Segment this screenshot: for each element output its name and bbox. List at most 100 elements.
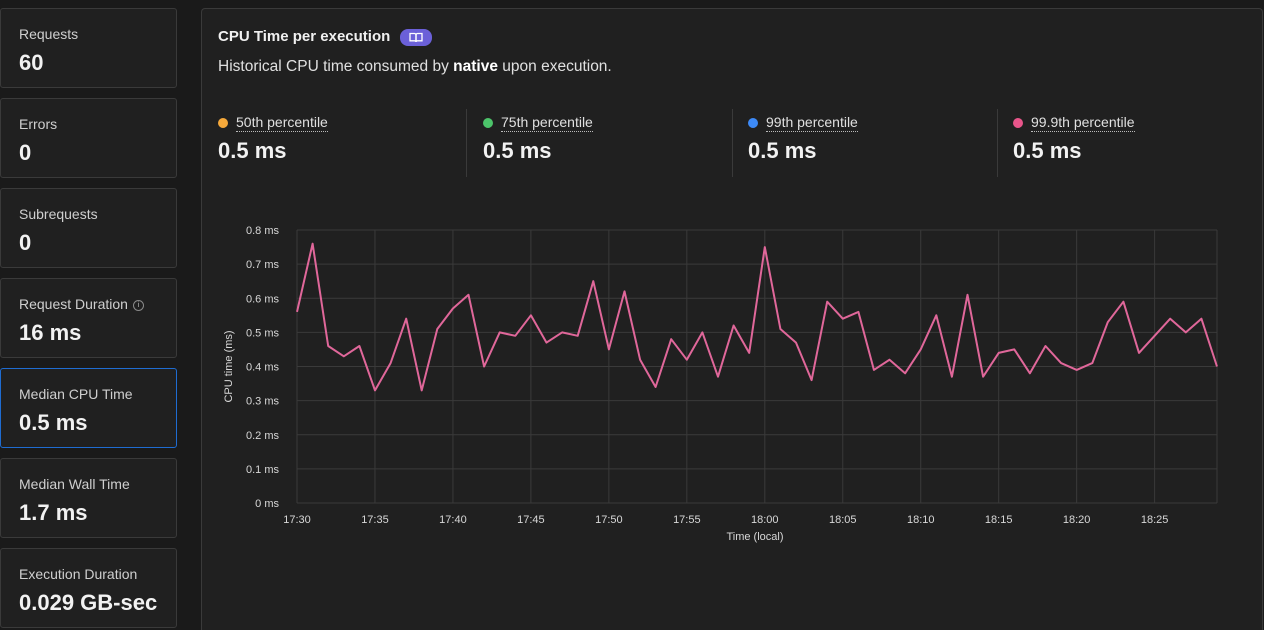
stat-value: 16 ms	[19, 320, 82, 345]
stat-card-median-cpu-time[interactable]: Median CPU Time 0.5 ms	[0, 368, 177, 448]
stat-card-request-duration[interactable]: Request Duration i 16 ms	[0, 278, 177, 358]
data-point	[404, 316, 409, 321]
y-tick-label: 0.4 ms	[246, 362, 280, 374]
y-tick-label: 0 ms	[255, 498, 279, 510]
data-point	[1215, 364, 1220, 369]
data-point	[575, 333, 580, 338]
stat-label: Median Wall Time	[19, 476, 130, 492]
percentile-value: 0.5 ms	[218, 138, 287, 163]
panel-description: Historical CPU time consumed by native u…	[218, 58, 612, 76]
legend-dot-50	[218, 118, 228, 128]
data-point	[622, 289, 627, 294]
data-point	[1059, 361, 1064, 366]
stat-card-median-wall-time[interactable]: Median Wall Time 1.7 ms	[0, 458, 177, 538]
stat-value: 0	[19, 140, 32, 165]
info-icon[interactable]: i	[132, 300, 144, 311]
data-point	[1121, 299, 1126, 304]
percentile-50: 50th percentile 0.5 ms	[218, 107, 468, 177]
data-point	[1199, 316, 1204, 321]
stat-card-execution-duration[interactable]: Execution Duration 0.029 GB-sec	[0, 548, 177, 628]
data-point	[606, 347, 611, 352]
data-point	[310, 241, 315, 246]
data-point	[762, 245, 767, 250]
data-point	[388, 361, 393, 366]
y-tick-label: 0.3 ms	[246, 396, 280, 408]
data-point	[1105, 320, 1110, 325]
panel-title: CPU Time per execution	[218, 28, 391, 45]
data-point	[435, 326, 440, 331]
x-tick-label: 17:40	[439, 514, 467, 526]
divider	[466, 109, 467, 177]
data-point	[1043, 344, 1048, 349]
data-point	[871, 367, 876, 372]
data-point	[295, 309, 300, 314]
docs-badge[interactable]	[400, 29, 432, 46]
x-tick-label: 18:05	[829, 514, 857, 526]
y-tick-label: 0.1 ms	[246, 464, 280, 476]
data-point	[1090, 361, 1095, 366]
x-tick-label: 17:35	[361, 514, 389, 526]
data-point	[1168, 316, 1173, 321]
cpu-time-panel: CPU Time per execution Historical CPU ti…	[201, 8, 1263, 630]
data-point	[1027, 371, 1032, 376]
data-point	[653, 384, 658, 389]
data-point	[825, 299, 830, 304]
stat-label: Requests	[19, 26, 79, 42]
data-point	[856, 309, 861, 314]
script-name: native	[453, 58, 498, 75]
x-axis-title: Time (local)	[726, 531, 783, 543]
x-tick-label: 18:10	[907, 514, 935, 526]
percentile-label[interactable]: 99.9th percentile	[1031, 114, 1135, 132]
stat-value: 1.7 ms	[19, 500, 88, 525]
data-point	[887, 357, 892, 362]
data-point	[934, 313, 939, 318]
data-point	[669, 337, 674, 342]
data-point	[684, 357, 689, 362]
data-point	[638, 357, 643, 362]
desc-prefix: Historical CPU time consumed by	[218, 58, 454, 75]
data-point	[809, 378, 814, 383]
book-icon	[409, 32, 423, 43]
data-point	[778, 326, 783, 331]
data-point	[1012, 347, 1017, 352]
stat-card-requests[interactable]: Requests 60	[0, 8, 177, 88]
stat-value: 60	[19, 50, 44, 75]
y-tick-label: 0.2 ms	[246, 430, 280, 442]
percentile-label[interactable]: 75th percentile	[501, 114, 593, 132]
stat-label: Median CPU Time	[19, 386, 133, 402]
stat-card-subrequests[interactable]: Subrequests 0	[0, 188, 177, 268]
legend-dot-99	[748, 118, 758, 128]
data-point	[965, 292, 970, 297]
data-point	[326, 344, 331, 349]
percentile-label[interactable]: 99th percentile	[766, 114, 858, 132]
data-point	[949, 374, 954, 379]
legend-dot-75	[483, 118, 493, 128]
stat-label: Subrequests	[19, 206, 98, 222]
y-axis-title: CPU time (ms)	[223, 330, 235, 402]
data-point	[747, 350, 752, 355]
data-point	[840, 316, 845, 321]
data-point	[544, 340, 549, 345]
data-point	[591, 279, 596, 284]
data-point	[1152, 333, 1157, 338]
y-tick-label: 0.8 ms	[246, 225, 280, 237]
data-point	[560, 330, 565, 335]
data-point	[513, 333, 518, 338]
stat-label: Execution Duration	[19, 566, 138, 582]
x-tick-label: 17:30	[283, 514, 311, 526]
data-point	[700, 330, 705, 335]
data-point	[357, 344, 362, 349]
cpu-time-chart[interactable]: 0 ms 0.1 ms 0.2 ms 0.3 ms 0.4 ms 0.5 ms 0.6 ms…	[202, 9, 1262, 569]
stat-label-wrap: Request Duration i	[19, 296, 144, 312]
data-point	[497, 330, 502, 335]
x-tick-label: 18:20	[1063, 514, 1091, 526]
data-point	[372, 388, 377, 393]
x-tick-label: 17:45	[517, 514, 545, 526]
data-point	[450, 306, 455, 311]
percentile-label[interactable]: 50th percentile	[236, 114, 328, 132]
stat-card-errors[interactable]: Errors 0	[0, 98, 177, 178]
series-line	[296, 242, 1218, 392]
percentile-999: 99.9th percentile 0.5 ms	[1013, 107, 1263, 177]
percentile-value: 0.5 ms	[1013, 138, 1082, 163]
stat-label: Request Duration	[19, 296, 128, 312]
